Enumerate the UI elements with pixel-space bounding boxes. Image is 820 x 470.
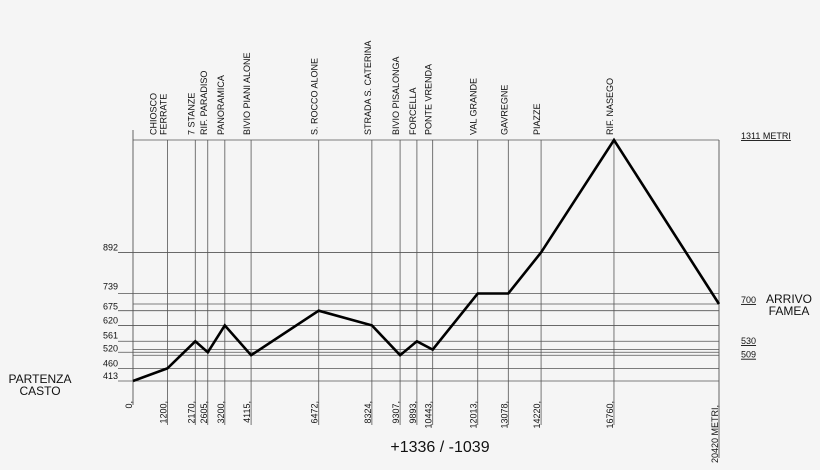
elevation-gain-summary: +1336 / -1039: [390, 439, 489, 456]
station-label: FORCELLA: [408, 87, 418, 135]
distance-tick-label: 8324,: [363, 401, 373, 424]
distance-tick-label: 2605,: [199, 401, 209, 424]
distance-tick-label: 0,: [124, 401, 134, 409]
elevation-label-left: 620: [103, 315, 118, 325]
station-label: 7 STANZE: [186, 93, 196, 135]
station-label: RIF. NASEGO: [605, 78, 615, 135]
distance-tick-label: 9893,: [408, 401, 418, 424]
elevation-label-right: 1311 METRI: [741, 131, 791, 141]
station-label: S. ROCCO ALONE: [310, 58, 320, 135]
station-label: PIAZZE: [532, 103, 542, 135]
distance-tick-label: 13078,: [499, 401, 509, 429]
distance-tick-label: 12013,: [469, 401, 479, 429]
station-label: PANORAMICA: [216, 75, 226, 135]
distance-tick-label: 3200,: [216, 401, 226, 424]
end-label-line1: ARRIVO: [766, 292, 812, 306]
station-label: VAL GRANDE: [469, 78, 479, 135]
distance-tick-label: 2170,: [186, 401, 196, 424]
grid: [118, 130, 720, 458]
end-label-line2: FAMEA: [769, 304, 810, 318]
station-label: RIF. PARADISO: [199, 71, 209, 135]
elevation-label-left: 892: [103, 242, 118, 252]
station-label: FERRATE: [158, 94, 168, 135]
elevation-label-left: 413: [103, 371, 118, 381]
elevation-profile-line: [132, 137, 721, 383]
elevation-label-left: 460: [103, 358, 118, 368]
distance-tick-label: 1200,: [158, 401, 168, 424]
station-label: STRADA S. CATERINA: [363, 41, 373, 135]
elevation-label-right: 700: [741, 295, 756, 305]
y-axis-labels: 892 739 675 620 561 520 460 413 1311 METRI 700 530…: [103, 131, 791, 381]
station-label: CHIOSCO: [148, 93, 158, 135]
station-label: BIVIO PISALONGA: [391, 56, 401, 135]
distance-tick-label: 4115,: [242, 401, 252, 423]
elevation-label-right: 509: [741, 350, 756, 360]
distance-tick-label: 20420 METRI,: [710, 405, 720, 463]
distance-tick-label: 9307,: [391, 401, 401, 424]
distance-tick-label: 6472,: [310, 401, 320, 424]
elevation-label-left: 561: [103, 330, 118, 340]
station-label: PONTE VRENDA: [424, 64, 434, 135]
station-label: BIVIO PIANI ALONE: [242, 52, 252, 135]
start-label-line2: CASTO: [19, 384, 60, 398]
elevation-label-right: 530: [741, 336, 756, 346]
distance-tick-label: 14220,: [532, 401, 542, 429]
elevation-label-left: 739: [103, 282, 118, 292]
stations: CHIOSCO FERRATE 7 STANZE RIF. PARADISO PANOR…: [124, 41, 720, 463]
elevation-label-left: 675: [103, 302, 118, 312]
distance-tick-label: 10443,: [424, 401, 434, 429]
distance-tick-label: 16760,: [605, 401, 615, 429]
elevation-label-left: 520: [103, 343, 118, 353]
station-label: GAVREGNE: [499, 85, 509, 135]
start-label-line1: PARTENZA: [9, 372, 72, 386]
